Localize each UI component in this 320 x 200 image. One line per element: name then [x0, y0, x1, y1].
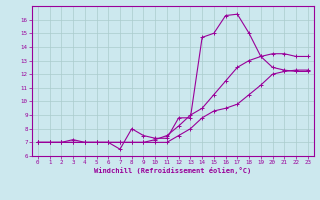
X-axis label: Windchill (Refroidissement éolien,°C): Windchill (Refroidissement éolien,°C) — [94, 167, 252, 174]
